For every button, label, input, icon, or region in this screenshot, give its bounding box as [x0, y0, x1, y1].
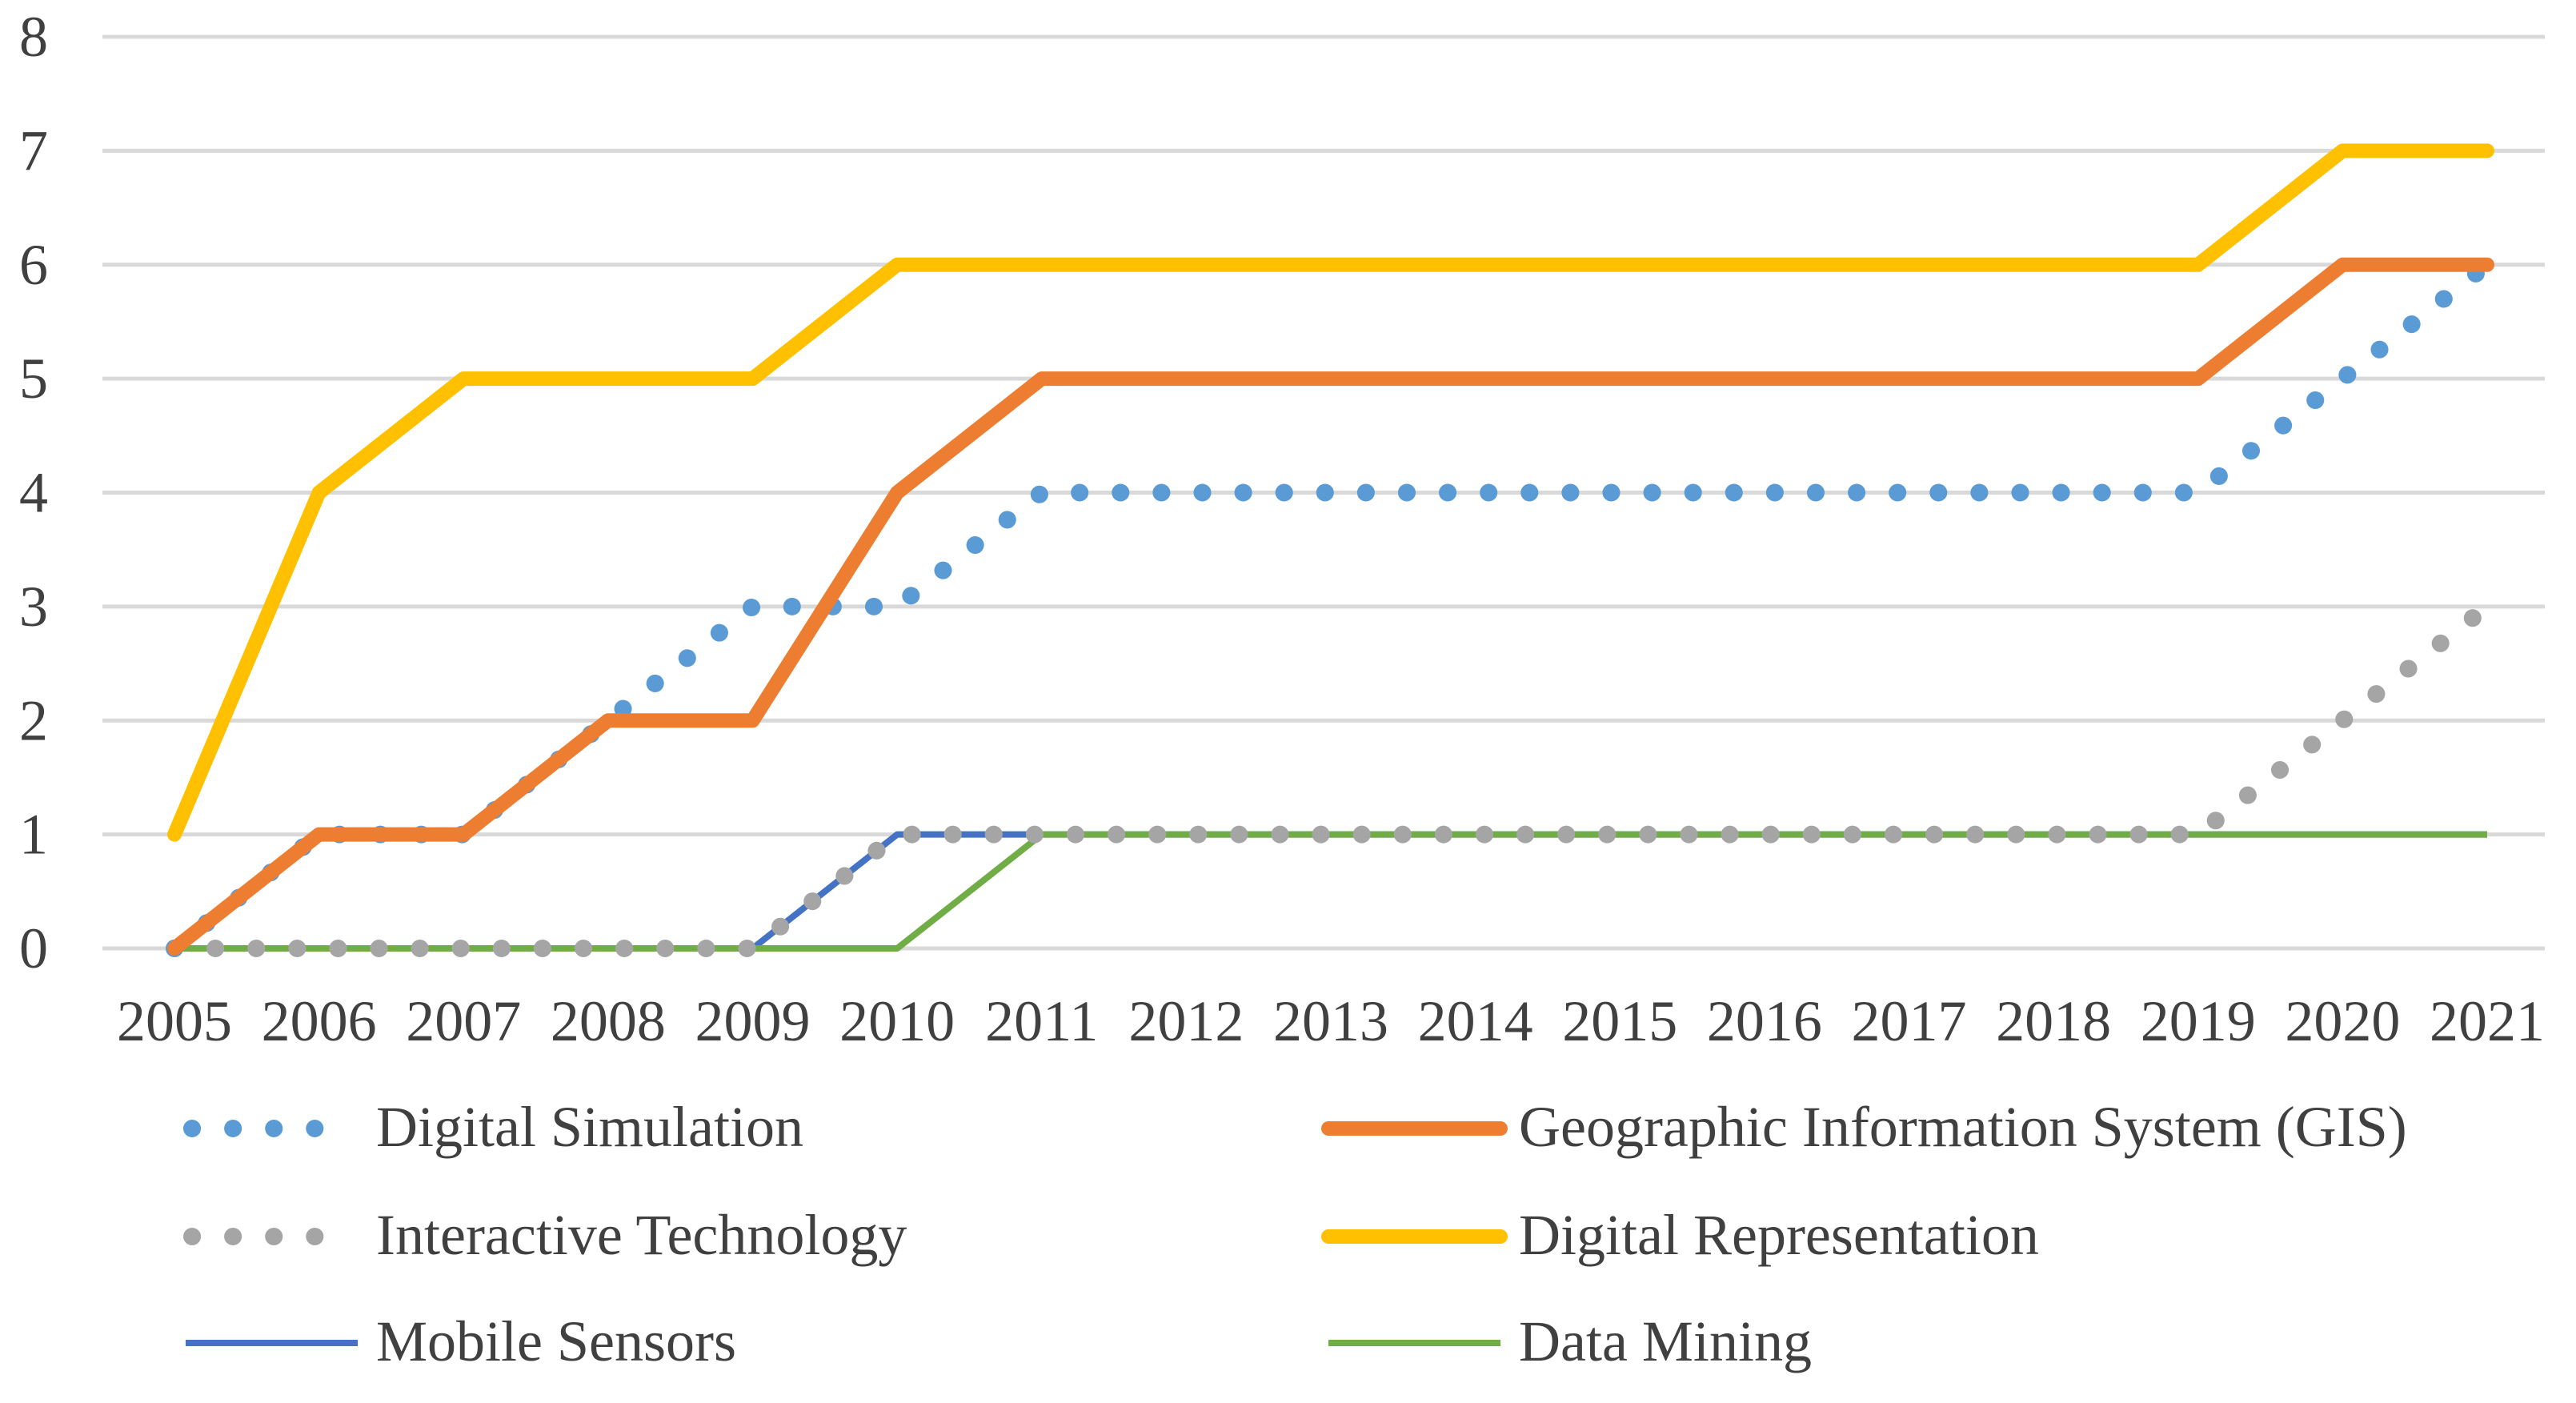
legend-item-geographic-information-system-gis: Geographic Information System (GIS) — [1328, 1095, 2407, 1159]
legend-label: Interactive Technology — [376, 1203, 907, 1267]
x-tick-label: 2009 — [695, 989, 811, 1053]
x-tick-label: 2006 — [262, 989, 377, 1053]
x-tick-label: 2014 — [1418, 989, 1533, 1053]
x-tick-label: 2015 — [1562, 989, 1677, 1053]
x-tick-label: 2017 — [1852, 989, 1967, 1053]
series-line-data-mining — [174, 835, 2487, 948]
y-tick-label: 2 — [19, 688, 48, 752]
legend-item-interactive-technology: Interactive Technology — [192, 1203, 907, 1267]
y-tick-label: 8 — [19, 5, 48, 69]
x-tick-label: 2012 — [1128, 989, 1244, 1053]
y-tick-label: 0 — [19, 916, 48, 980]
y-tick-label: 5 — [19, 347, 48, 411]
y-axis-ticks: 0 1 2 3 4 5 6 7 8 — [19, 5, 48, 980]
legend-label: Mobile Sensors — [376, 1309, 736, 1373]
y-tick-label: 7 — [19, 118, 48, 182]
x-tick-label: 2021 — [2430, 989, 2545, 1053]
legend-label: Geographic Information System (GIS) — [1519, 1095, 2407, 1159]
legend-item-digital-simulation: Digital Simulation — [192, 1095, 803, 1159]
y-tick-label: 3 — [19, 575, 48, 639]
x-tick-label: 2010 — [839, 989, 955, 1053]
series-line-interactive-technology — [174, 607, 2487, 948]
legend-label: Digital Simulation — [376, 1095, 803, 1159]
x-tick-label: 2020 — [2285, 989, 2400, 1053]
x-tick-label: 2008 — [551, 989, 666, 1053]
x-tick-label: 2019 — [2141, 989, 2256, 1053]
x-tick-label: 2007 — [406, 989, 521, 1053]
x-axis-ticks: 2005 2006 2007 2008 2009 2010 2011 2012 2013 2014… — [117, 989, 2545, 1053]
y-tick-label: 6 — [19, 233, 48, 297]
x-tick-label: 2005 — [117, 989, 232, 1053]
series-lines — [174, 150, 2487, 948]
x-tick-label: 2018 — [1996, 989, 2111, 1053]
legend: Digital Simulation Geographic Information… — [186, 1095, 2407, 1373]
y-tick-label: 4 — [19, 461, 48, 525]
y-tick-label: 1 — [19, 803, 48, 867]
line-chart: 012345678 2005 2006 2007 2008 2009 2010 2011 20… — [0, 0, 2576, 1403]
x-tick-label: 2013 — [1273, 989, 1388, 1053]
legend-label: Data Mining — [1519, 1309, 1812, 1373]
series-line-mobile-sensors — [174, 835, 2487, 948]
legend-item-mobile-sensors: Mobile Sensors — [186, 1309, 736, 1373]
legend-item-digital-representation: Digital Representation — [1328, 1203, 2039, 1267]
x-tick-label: 2011 — [985, 989, 1098, 1053]
x-tick-label: 2016 — [1707, 989, 1822, 1053]
legend-label: Digital Representation — [1519, 1203, 2039, 1267]
legend-item-data-mining: Data Mining — [1328, 1309, 1812, 1373]
